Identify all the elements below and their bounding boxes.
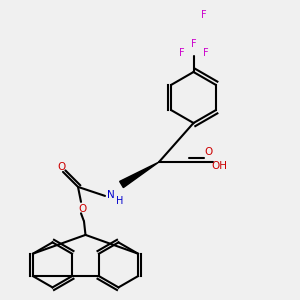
Text: O: O xyxy=(57,162,66,172)
Text: N: N xyxy=(107,190,115,200)
Polygon shape xyxy=(120,162,159,188)
Text: OH: OH xyxy=(211,160,227,171)
Text: O: O xyxy=(204,146,213,157)
Text: F: F xyxy=(179,48,185,58)
Text: H: H xyxy=(116,196,124,206)
Text: F: F xyxy=(201,10,207,20)
Text: F: F xyxy=(191,39,196,49)
Text: F: F xyxy=(203,48,209,58)
Text: O: O xyxy=(78,203,87,214)
